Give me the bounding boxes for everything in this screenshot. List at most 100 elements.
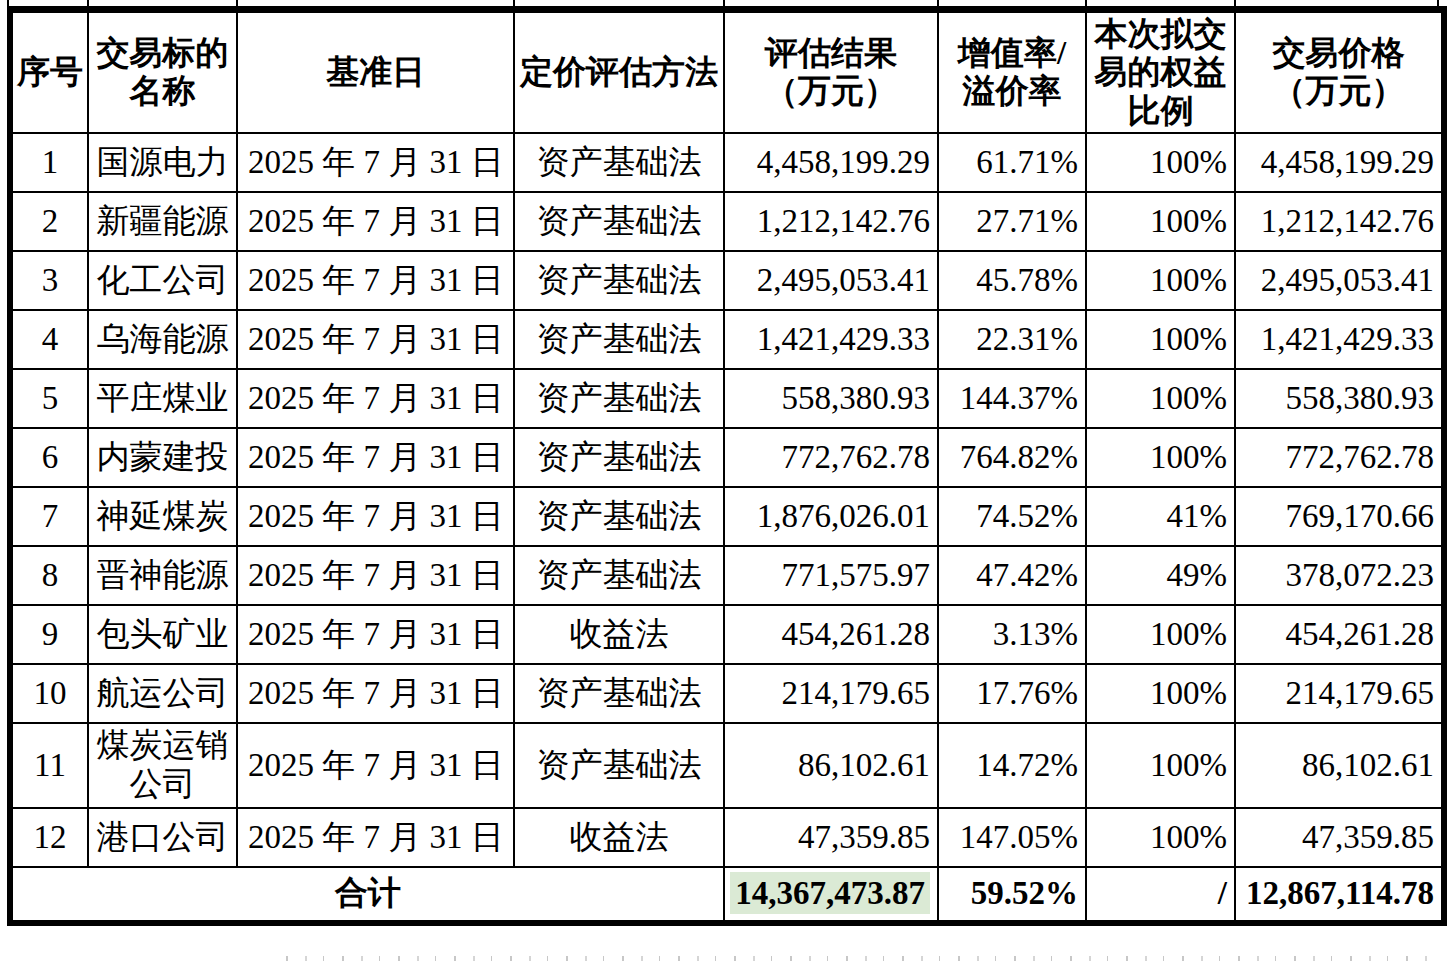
cell-price: 86,102.61 <box>1235 723 1444 808</box>
cell-rate: 14.72% <box>938 723 1086 808</box>
total-label-cell: 合计 <box>10 867 724 923</box>
cell-name: 国源电力 <box>88 133 237 192</box>
cell-no: 12 <box>10 808 88 867</box>
cell-method: 资产基础法 <box>514 133 724 192</box>
cell-date: 2025 年 7 月 31 日 <box>237 310 514 369</box>
cell-equity: 100% <box>1086 428 1235 487</box>
cell-result: 86,102.61 <box>724 723 938 808</box>
table-row: 2新疆能源2025 年 7 月 31 日资产基础法1,212,142.7627.… <box>10 192 1444 251</box>
cell-result: 4,458,199.29 <box>724 133 938 192</box>
cell-equity: 100% <box>1086 369 1235 428</box>
cell-rate: 147.05% <box>938 808 1086 867</box>
cell-no: 3 <box>10 251 88 310</box>
cell-result: 1,212,142.76 <box>724 192 938 251</box>
cell-name: 化工公司 <box>88 251 237 310</box>
cell-method: 资产基础法 <box>514 310 724 369</box>
cell-price: 214,179.65 <box>1235 664 1444 723</box>
cell-method: 资产基础法 <box>514 546 724 605</box>
table-row: 7神延煤炭2025 年 7 月 31 日资产基础法1,876,026.0174.… <box>10 487 1444 546</box>
cell-method: 收益法 <box>514 808 724 867</box>
table-row: 4乌海能源2025 年 7 月 31 日资产基础法1,421,429.3322.… <box>10 310 1444 369</box>
col-header-rate: 增值率/溢价率 <box>938 10 1086 133</box>
cell-method: 资产基础法 <box>514 723 724 808</box>
table-body: 1国源电力2025 年 7 月 31 日资产基础法4,458,199.2961.… <box>10 133 1444 867</box>
cell-date: 2025 年 7 月 31 日 <box>237 546 514 605</box>
table-row: 11煤炭运销公司2025 年 7 月 31 日资产基础法86,102.6114.… <box>10 723 1444 808</box>
cell-no: 8 <box>10 546 88 605</box>
cell-equity: 49% <box>1086 546 1235 605</box>
cell-no: 1 <box>10 133 88 192</box>
cell-rate: 764.82% <box>938 428 1086 487</box>
cell-no: 6 <box>10 428 88 487</box>
cell-price: 769,170.66 <box>1235 487 1444 546</box>
col-header-no: 序号 <box>10 10 88 133</box>
cell-name: 平庄煤业 <box>88 369 237 428</box>
cell-method: 资产基础法 <box>514 192 724 251</box>
table-row: 1国源电力2025 年 7 月 31 日资产基础法4,458,199.2961.… <box>10 133 1444 192</box>
cell-result: 2,495,053.41 <box>724 251 938 310</box>
cell-date: 2025 年 7 月 31 日 <box>237 808 514 867</box>
cell-rate: 61.71% <box>938 133 1086 192</box>
cell-price: 772,762.78 <box>1235 428 1444 487</box>
cell-equity: 100% <box>1086 251 1235 310</box>
cell-equity: 100% <box>1086 310 1235 369</box>
cell-price: 454,261.28 <box>1235 605 1444 664</box>
cell-price: 47,359.85 <box>1235 808 1444 867</box>
col-header-equity: 本次拟交易的权益比例 <box>1086 10 1235 133</box>
header-row: 序号交易标的名称基准日定价评估方法评估结果（万元）增值率/溢价率本次拟交易的权益… <box>10 10 1444 133</box>
cropped-text-below-artifact <box>268 956 1434 961</box>
cell-no: 11 <box>10 723 88 808</box>
cell-name: 港口公司 <box>88 808 237 867</box>
cell-equity: 100% <box>1086 723 1235 808</box>
col-header-method: 定价评估方法 <box>514 10 724 133</box>
cell-price: 2,495,053.41 <box>1235 251 1444 310</box>
cell-equity: 100% <box>1086 192 1235 251</box>
cell-date: 2025 年 7 月 31 日 <box>237 369 514 428</box>
table-row: 5平庄煤业2025 年 7 月 31 日资产基础法558,380.93144.3… <box>10 369 1444 428</box>
cell-price: 1,212,142.76 <box>1235 192 1444 251</box>
cell-name: 包头矿业 <box>88 605 237 664</box>
cell-rate: 3.13% <box>938 605 1086 664</box>
table-row: 8晋神能源2025 年 7 月 31 日资产基础法771,575.9747.42… <box>10 546 1444 605</box>
cell-no: 2 <box>10 192 88 251</box>
cell-result: 1,421,429.33 <box>724 310 938 369</box>
cell-rate: 45.78% <box>938 251 1086 310</box>
cell-date: 2025 年 7 月 31 日 <box>237 664 514 723</box>
table-row: 12港口公司2025 年 7 月 31 日收益法 47,359.85 147.05%… <box>10 808 1444 867</box>
cell-no: 9 <box>10 605 88 664</box>
cell-method: 收益法 <box>514 605 724 664</box>
cell-name: 神延煤炭 <box>88 487 237 546</box>
cell-method: 资产基础法 <box>514 487 724 546</box>
cell-equity: 100% <box>1086 133 1235 192</box>
document-page: 序号交易标的名称基准日定价评估方法评估结果（万元）增值率/溢价率本次拟交易的权益… <box>0 0 1448 962</box>
cell-date: 2025 年 7 月 31 日 <box>237 605 514 664</box>
cell-price: 558,380.93 <box>1235 369 1444 428</box>
col-header-name: 交易标的名称 <box>88 10 237 133</box>
total-price-cell: 12,867,114.78 <box>1235 867 1444 923</box>
cell-result: 772,762.78 <box>724 428 938 487</box>
cell-name: 乌海能源 <box>88 310 237 369</box>
total-rate-cell: 59.52% <box>938 867 1086 923</box>
table-row: 10航运公司2025 年 7 月 31 日资产基础法214,179.6517.7… <box>10 664 1444 723</box>
cell-equity: 100% <box>1086 808 1235 867</box>
cropped-row-above-artifact <box>0 0 1448 6</box>
cell-no: 4 <box>10 310 88 369</box>
cell-method: 资产基础法 <box>514 369 724 428</box>
cell-method: 资产基础法 <box>514 428 724 487</box>
cell-name: 内蒙建投 <box>88 428 237 487</box>
cell-date: 2025 年 7 月 31 日 <box>237 723 514 808</box>
highlighted-total-value: 14,367,473.87 <box>730 872 930 914</box>
table-row: 6内蒙建投2025 年 7 月 31 日资产基础法772,762.78764.8… <box>10 428 1444 487</box>
cell-date: 2025 年 7 月 31 日 <box>237 487 514 546</box>
cell-price: 4,458,199.29 <box>1235 133 1444 192</box>
col-header-result: 评估结果（万元） <box>724 10 938 133</box>
cell-name: 晋神能源 <box>88 546 237 605</box>
cell-result: 214,179.65 <box>724 664 938 723</box>
cell-equity: 41% <box>1086 487 1235 546</box>
cell-name: 煤炭运销公司 <box>88 723 237 808</box>
cell-name: 航运公司 <box>88 664 237 723</box>
cell-rate: 27.71% <box>938 192 1086 251</box>
table-row: 9包头矿业2025 年 7 月 31 日收益法 454,261.28 3.13%10… <box>10 605 1444 664</box>
cell-equity: 100% <box>1086 605 1235 664</box>
cell-result: 558,380.93 <box>724 369 938 428</box>
